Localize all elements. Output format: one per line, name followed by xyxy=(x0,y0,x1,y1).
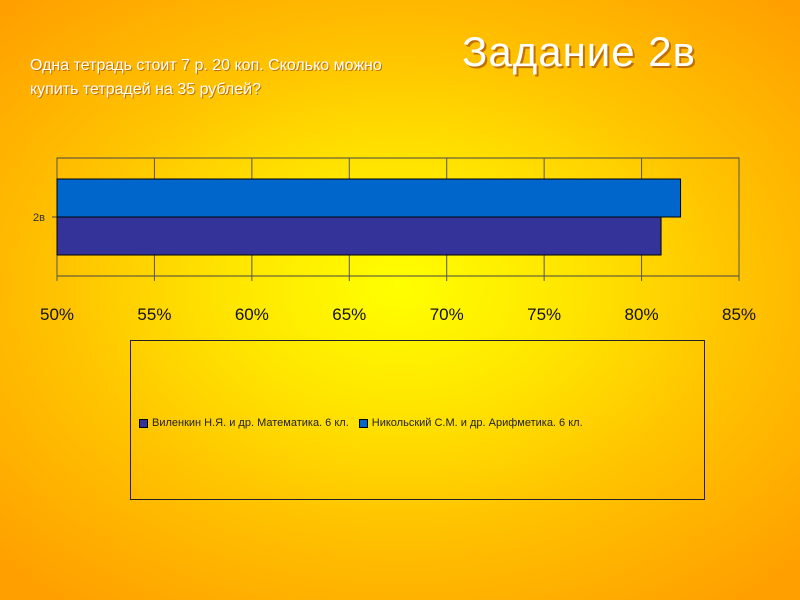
legend-label: Виленкин Н.Я. и др. Математика. 6 кл. xyxy=(152,417,349,429)
slide-title: Задание 2в xyxy=(462,28,696,75)
bar-1 xyxy=(56,216,662,256)
x-tick-label: 80% xyxy=(625,305,659,324)
x-tick-label: 60% xyxy=(235,305,269,324)
x-tick-label: 85% xyxy=(722,305,756,324)
x-tick-label: 50% xyxy=(40,305,74,324)
x-tick-label: 55% xyxy=(137,305,171,324)
legend-item: Никольский С.М. и др. Арифметика. 6 кл. xyxy=(358,417,583,429)
x-tick-label: 70% xyxy=(430,305,464,324)
y-tick-label: 2в xyxy=(33,212,45,224)
legend-swatch xyxy=(358,418,368,428)
question-text: Одна тетрадь стоит 7 р. 20 коп. Сколько … xyxy=(30,57,382,98)
legend-item: Виленкин Н.Я. и др. Математика. 6 кл. xyxy=(139,417,349,429)
chart-legend: Виленкин Н.Я. и др. Математика. 6 кл. Ник… xyxy=(130,340,705,500)
bar-2 xyxy=(56,178,682,218)
legend-row: Виленкин Н.Я. и др. Математика. 6 кл. Ник… xyxy=(139,417,593,429)
x-tick-label: 65% xyxy=(332,305,366,324)
legend-label: Никольский С.М. и др. Арифметика. 6 кл. xyxy=(371,417,583,429)
x-tick-label: 75% xyxy=(527,305,561,324)
legend-swatch xyxy=(139,418,148,428)
